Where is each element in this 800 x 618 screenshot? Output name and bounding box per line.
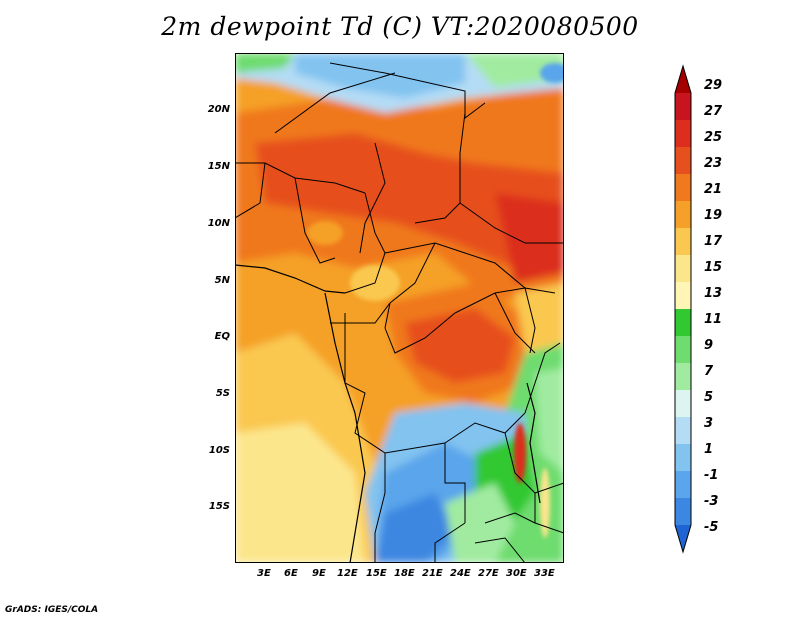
- lon-label-15e: 15E: [366, 568, 387, 579]
- lon-label-18e: 18E: [394, 568, 415, 579]
- colorbar-segment: [675, 417, 691, 444]
- colorbar-label: 3: [704, 416, 714, 431]
- colorbar-segment: [675, 498, 691, 525]
- dewpoint-map: [234, 53, 570, 564]
- colorbar-label: 27: [704, 104, 723, 119]
- lat-label-15n: 15N: [207, 161, 230, 172]
- colorbar-label: 13: [704, 286, 723, 301]
- colorbar-outline: [674, 64, 692, 554]
- colorbar-segment: [675, 444, 691, 471]
- colorbar-segment: [675, 228, 691, 255]
- colorbar-segment: [675, 66, 691, 93]
- colorbar-label: 23: [704, 156, 723, 171]
- colorbar-label: 21: [704, 182, 723, 197]
- colorbar-segment: [675, 309, 691, 336]
- lon-label-6e: 6E: [284, 568, 298, 579]
- grads-credit: GrADS: IGES/COLA: [5, 605, 99, 615]
- colorbar-segment: [675, 120, 691, 147]
- colorbar-label: 17: [704, 234, 723, 249]
- lat-label-20n: 20N: [207, 104, 230, 115]
- map-canvas: [234, 53, 570, 564]
- colorbar-label: 19: [704, 208, 723, 223]
- country-borders: [234, 62, 565, 564]
- colorbar-segment: [675, 174, 691, 201]
- lon-label-27e: 27E: [478, 568, 499, 579]
- lat-label-15s: 15S: [208, 501, 230, 512]
- lon-label-3e: 3E: [257, 568, 271, 579]
- coastline: [234, 264, 541, 564]
- lon-label-24e: 24E: [450, 568, 471, 579]
- lon-label-9e: 9E: [312, 568, 326, 579]
- lat-label-10s: 10S: [208, 445, 230, 456]
- colorbar-segment: [675, 201, 691, 228]
- colorbar-label: 9: [704, 338, 714, 353]
- lon-label-21e: 21E: [422, 568, 443, 579]
- lat-label-5s: 5S: [215, 388, 230, 399]
- map-frame: [235, 53, 564, 563]
- lat-label-10n: 10N: [207, 218, 230, 229]
- colorbar-segments: [675, 66, 691, 552]
- colorbar-label: 15: [704, 260, 723, 275]
- lon-label-33e: 33E: [534, 568, 555, 579]
- colorbar-label: 25: [704, 130, 723, 145]
- colorbar-label: 7: [704, 364, 714, 379]
- colorbar-label: 11: [704, 312, 723, 327]
- colorbar-segment: [675, 282, 691, 309]
- lat-label-5n: 5N: [214, 275, 230, 286]
- dewpoint-field: [235, 53, 564, 563]
- colorbar-segment: [675, 255, 691, 282]
- colorbar-segment: [675, 93, 691, 120]
- lat-label-eq: EQ: [214, 331, 230, 342]
- colorbar-segment: [675, 147, 691, 174]
- colorbar-segment: [675, 471, 691, 498]
- lon-label-12e: 12E: [337, 568, 358, 579]
- colorbar-label: 29: [704, 78, 723, 93]
- colorbar: [674, 64, 692, 554]
- colorbar-label: -3: [704, 494, 719, 509]
- colorbar-label: -5: [704, 520, 719, 535]
- colorbar-segment: [675, 390, 691, 417]
- colorbar-segment: [675, 525, 691, 552]
- colorbar-segment: [675, 336, 691, 363]
- colorbar-segment: [675, 363, 691, 390]
- colorbar-label: -1: [704, 468, 719, 483]
- colorbar-label: 1: [704, 442, 714, 457]
- lon-label-30e: 30E: [506, 568, 527, 579]
- colorbar-label: 5: [704, 390, 714, 405]
- chart-title: 2m dewpoint Td (C) VT:2020080500: [161, 12, 639, 41]
